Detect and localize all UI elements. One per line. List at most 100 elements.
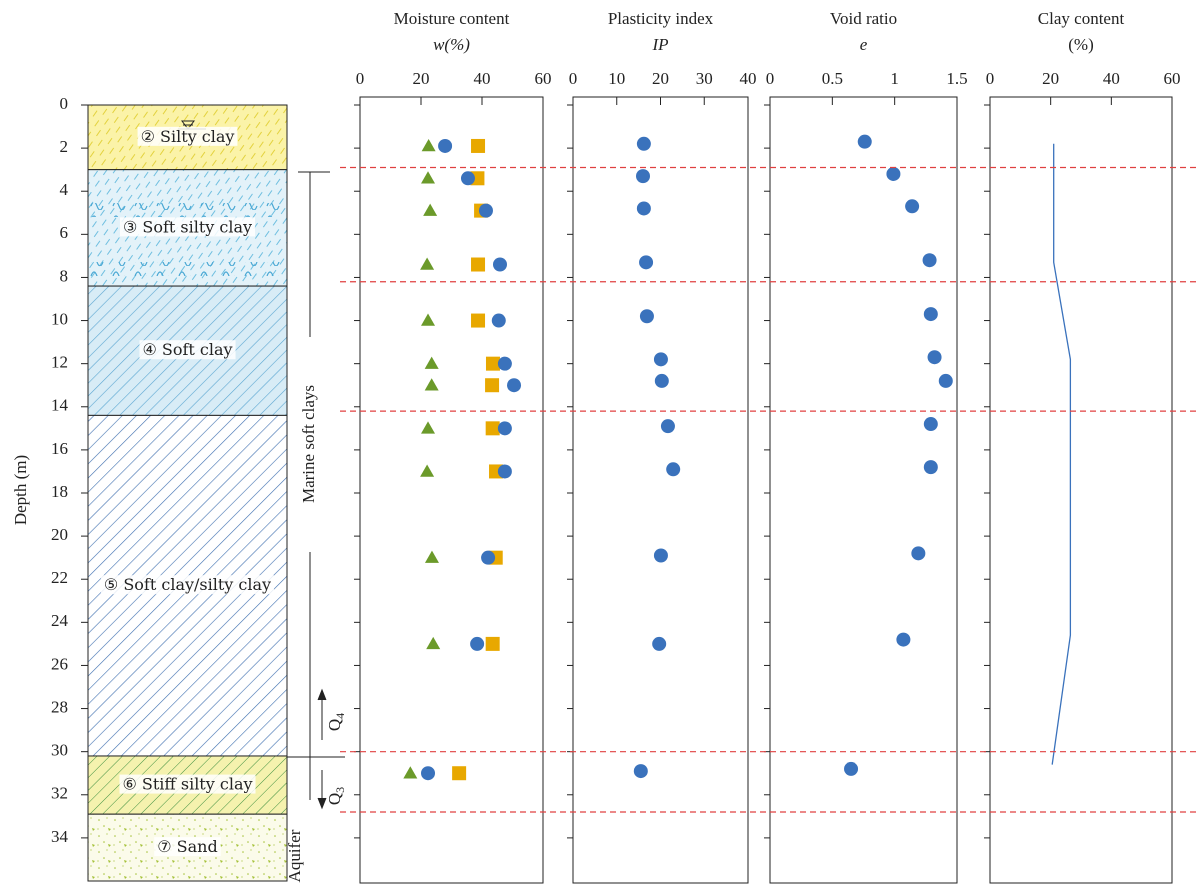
x-tick-label: 60 (535, 69, 552, 88)
data-point (634, 764, 648, 778)
data-point (498, 464, 512, 478)
depth-tick-label: 34 (51, 827, 69, 846)
layer-label: ⑦ Sand (157, 837, 217, 856)
depth-tick-label: 2 (60, 137, 69, 156)
annotation: Marine soft clays (299, 385, 318, 503)
panel-frame (360, 97, 543, 883)
depth-tick-label: 20 (51, 525, 68, 544)
data-point (485, 378, 499, 392)
data-point (420, 258, 434, 270)
data-point (858, 135, 872, 149)
data-point (924, 417, 938, 431)
data-point (471, 139, 485, 153)
x-tick-label: 10 (608, 69, 625, 88)
data-point (923, 253, 937, 267)
depth-tick-label: 16 (51, 439, 68, 458)
x-tick-label: 0 (356, 69, 365, 88)
data-point (896, 633, 910, 647)
layer-label: ② Silty clay (141, 127, 235, 146)
data-point (425, 551, 439, 563)
x-tick-label: 20 (413, 69, 430, 88)
layer-label: ④ Soft clay (142, 340, 232, 359)
data-point (425, 357, 439, 369)
data-point (507, 378, 521, 392)
data-point (420, 464, 434, 476)
data-point (471, 314, 485, 328)
data-point (486, 637, 500, 651)
data-point (403, 766, 417, 778)
data-point (461, 171, 475, 185)
data-point (637, 201, 651, 215)
data-point (421, 314, 435, 326)
data-point (654, 549, 668, 563)
layer-label: ⑤ Soft clay/silty clay (104, 575, 271, 594)
data-point (423, 204, 437, 216)
x-tick-label: 40 (1103, 69, 1120, 88)
x-tick-label: 30 (696, 69, 713, 88)
depth-tick-label: 22 (51, 568, 68, 587)
data-point (661, 419, 675, 433)
annotation: Q (325, 719, 344, 731)
panel-subtitle: e (860, 35, 868, 54)
panel-title: Moisture content (394, 9, 510, 28)
layer-label: ③ Soft silty clay (123, 217, 252, 236)
depth-tick-label: 10 (51, 309, 68, 328)
depth-tick-label: 14 (51, 396, 69, 415)
data-point (421, 421, 435, 433)
panel-subtitle: (%) (1068, 35, 1093, 54)
x-tick-label: 0.5 (822, 69, 843, 88)
depth-tick-label: 30 (51, 741, 68, 760)
x-tick-label: 40 (474, 69, 491, 88)
depth-tick-label: 4 (60, 180, 69, 199)
depth-tick-label: 28 (51, 697, 68, 716)
panel-title: Clay content (1038, 9, 1125, 28)
data-point (911, 546, 925, 560)
data-point (470, 637, 484, 651)
x-tick-label: 0 (766, 69, 775, 88)
depth-tick-label: 8 (60, 266, 69, 285)
data-point (493, 258, 507, 272)
x-tick-label: 60 (1164, 69, 1181, 88)
data-point (652, 637, 666, 651)
data-point (655, 374, 669, 388)
data-point (422, 139, 436, 151)
data-point (479, 204, 493, 218)
panel-subtitle: w(%) (433, 35, 470, 54)
panel-subtitle: IP (651, 35, 668, 54)
data-point (905, 199, 919, 213)
wave-symbols (90, 203, 286, 217)
annotation: 3 (333, 787, 347, 793)
data-point (637, 137, 651, 151)
data-point (492, 314, 506, 328)
data-point (426, 637, 440, 649)
depth-tick-label: 32 (51, 784, 68, 803)
data-point (421, 171, 435, 183)
data-point (498, 421, 512, 435)
data-point (481, 551, 495, 565)
x-tick-label: 20 (652, 69, 669, 88)
x-tick-label: 1.5 (946, 69, 967, 88)
data-point (886, 167, 900, 181)
wave-symbols (90, 262, 286, 276)
data-point (452, 766, 466, 780)
annotation: Q (325, 793, 344, 805)
data-point (639, 255, 653, 269)
data-point (844, 762, 858, 776)
data-point (486, 421, 500, 435)
data-line (1052, 144, 1070, 765)
data-point (636, 169, 650, 183)
depth-tick-label: 24 (51, 611, 69, 630)
data-point (939, 374, 953, 388)
annotation: Q4 (325, 713, 347, 731)
figure: Marine soft clays Q4 Q3 Aquifer Depth (m… (0, 0, 1198, 891)
data-point (924, 307, 938, 321)
data-point (498, 357, 512, 371)
data-point (666, 462, 680, 476)
depth-tick-label: 12 (51, 353, 68, 372)
layer-label: ⑥ Stiff silty clay (122, 775, 252, 794)
panel-frame (573, 97, 748, 883)
data-point (471, 258, 485, 272)
x-tick-label: 1 (890, 69, 899, 88)
x-tick-label: 40 (740, 69, 757, 88)
x-tick-label: 20 (1042, 69, 1059, 88)
